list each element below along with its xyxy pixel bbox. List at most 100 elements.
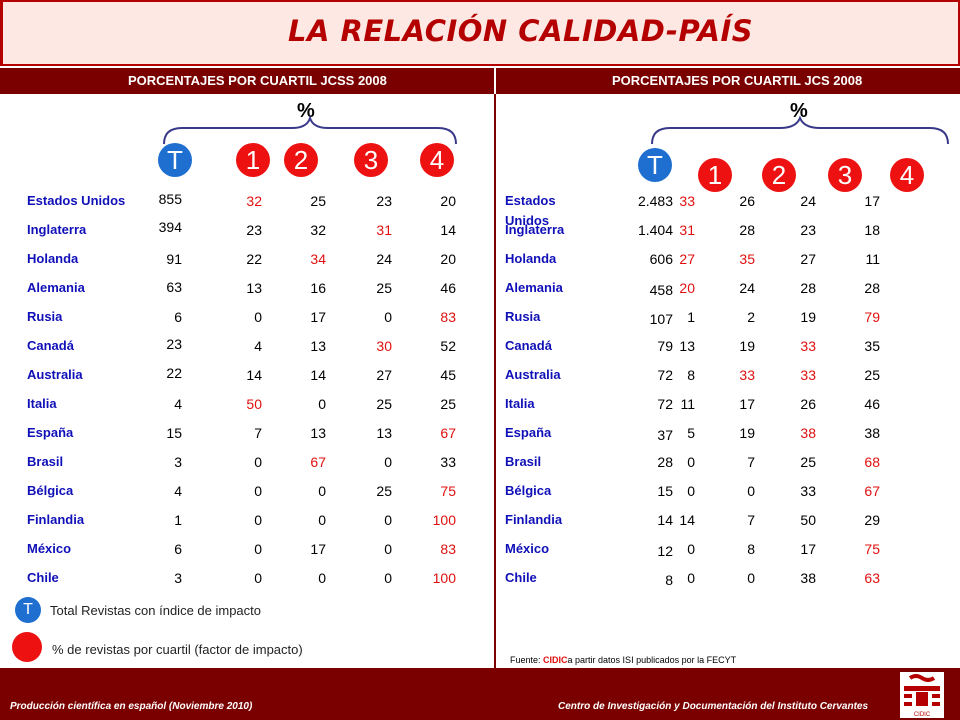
quartile-3-value: 38	[800, 570, 816, 586]
footer-right-text: Centro de Investigación y Documentación …	[558, 701, 869, 712]
country-name: Estados Unidos	[27, 193, 126, 208]
country-name: Holanda	[505, 251, 557, 266]
quartile-1-value: 0	[254, 483, 262, 499]
table-row: Alemania 63 13 16 25 46	[0, 278, 460, 298]
total-journals-value: 6	[174, 309, 182, 325]
quartile-3-value: 27	[800, 251, 816, 267]
quartile-3-value: 24	[800, 193, 816, 209]
total-journals-value: 3	[174, 570, 182, 586]
right-percent-label: %	[790, 100, 808, 122]
quartile-4-value: 67	[440, 425, 456, 441]
quartile-4-value: 63	[864, 570, 880, 586]
quartile-4-value: 17	[864, 193, 880, 209]
quartile-2-value: 0	[318, 396, 326, 412]
quartile-1-value: 0	[687, 570, 695, 586]
total-journals-value: 2.483	[637, 193, 673, 209]
table-row: Italia 72 11 17 26 46	[0, 394, 880, 414]
quartile-1-circle-icon: 1	[698, 158, 732, 192]
quartile-2-value: 33	[739, 367, 755, 383]
table-row: Canadá 79 13 19 33 35	[0, 336, 880, 356]
total-journals-value: 63	[166, 279, 182, 295]
quartile-1-value: 0	[254, 454, 262, 470]
country-name: España	[505, 425, 552, 440]
quartile-2-value: 7	[747, 454, 755, 470]
quartile-4-value: 100	[432, 512, 456, 528]
quartile-1-value: 27	[679, 251, 695, 267]
quartile-3-value: 0	[384, 512, 392, 528]
source-note: Fuente: CIDICa partir datos ISI publicad…	[510, 655, 736, 665]
quartile-3-value: 30	[376, 338, 392, 354]
quartile-3-value: 0	[384, 309, 392, 325]
quartile-4-value: 75	[864, 541, 880, 557]
quartile-3-value: 50	[800, 512, 816, 528]
total-journals-value: 458	[649, 282, 673, 298]
quartile-4-value: 52	[440, 338, 456, 354]
country-name: Australia	[27, 367, 83, 382]
total-journals-value: 107	[649, 311, 673, 327]
country-name: Bélgica	[505, 483, 552, 498]
quartile-4-value: 20	[440, 251, 456, 267]
table-row: México 6 0 17 0 83	[0, 539, 460, 559]
section-header-bar: PORCENTAJES POR CUARTIL JCSS 2008 PORCEN…	[0, 68, 960, 94]
legend-quartile-icon	[12, 632, 42, 662]
quartile-4-value: 25	[864, 367, 880, 383]
quartile-1-value: 33	[679, 193, 695, 209]
quartile-4-value: 38	[864, 425, 880, 441]
quartile-1-value: 0	[254, 309, 262, 325]
quartile-1-value: 0	[254, 570, 262, 586]
country-name: Canadá	[27, 338, 74, 353]
table-row: Italia 4 50 0 25 25	[0, 394, 460, 414]
total-journals-value: 14	[657, 512, 673, 528]
title-banner: LA RELACIÓN CALIDAD-PAÍS	[0, 0, 960, 66]
left-section-header: PORCENTAJES POR CUARTIL JCSS 2008	[128, 73, 387, 88]
quartile-3-circle-icon: 3	[828, 158, 862, 192]
table-row: Brasil 28 0 7 25 68	[0, 452, 880, 472]
table-row: Bélgica 4 0 0 25 75	[0, 481, 460, 501]
quartile-4-value: 33	[440, 454, 456, 470]
source-prefix: Fuente:	[510, 655, 544, 665]
table-row: Estados Unidos 2.483 33 26 24 17	[0, 191, 880, 228]
total-journals-value: 394	[158, 219, 182, 235]
total-journals-value: 72	[657, 367, 673, 383]
quartile-3-value: 38	[800, 425, 816, 441]
quartile-1-value: 13	[246, 280, 262, 296]
quartile-2-value: 0	[318, 512, 326, 528]
table-row: Bélgica 15 0 0 33 67	[0, 481, 880, 501]
quartile-3-value: 25	[800, 454, 816, 470]
quartile-4-circle-icon: 4	[890, 158, 924, 192]
total-journals-value: 22	[166, 365, 182, 381]
country-name: Italia	[27, 396, 57, 411]
quartile-2-circle-icon: 2	[762, 158, 796, 192]
total-journals-value: 15	[166, 425, 182, 441]
total-journals-value: 15	[657, 483, 673, 499]
quartile-3-value: 33	[800, 338, 816, 354]
total-journals-value: 72	[657, 396, 673, 412]
quartile-3-value: 26	[800, 396, 816, 412]
quartile-3-value: 31	[376, 222, 392, 238]
quartile-4-value: 83	[440, 309, 456, 325]
quartile-2-value: 0	[318, 483, 326, 499]
quartile-2-value: 17	[310, 541, 326, 557]
quartile-1-value: 13	[679, 338, 695, 354]
quartile-1-value: 5	[687, 425, 695, 441]
country-name: Inglaterra	[27, 222, 87, 237]
quartile-2-value: 17	[310, 309, 326, 325]
quartile-4-value: 83	[440, 541, 456, 557]
quartile-1-value: 7	[254, 425, 262, 441]
country-name: Holanda	[27, 251, 79, 266]
quartile-4-value: 18	[864, 222, 880, 238]
quartile-2-value: 16	[310, 280, 326, 296]
quartile-1-value: 0	[254, 541, 262, 557]
quartile-2-value: 26	[739, 193, 755, 209]
total-journals-value: 79	[657, 338, 673, 354]
quartile-1-value: 23	[246, 222, 262, 238]
quartile-2-value: 24	[739, 280, 755, 296]
quartile-1-value: 8	[687, 367, 695, 383]
quartile-2-value: 0	[747, 483, 755, 499]
quartile-1-value: 0	[687, 483, 695, 499]
quartile-3-value: 28	[800, 280, 816, 296]
footer-left-text: Producción científica en español (Noviem…	[10, 701, 253, 712]
quartile-1-value: 20	[679, 280, 695, 296]
quartile-2-value: 7	[747, 512, 755, 528]
total-circle-icon: T	[158, 143, 192, 177]
